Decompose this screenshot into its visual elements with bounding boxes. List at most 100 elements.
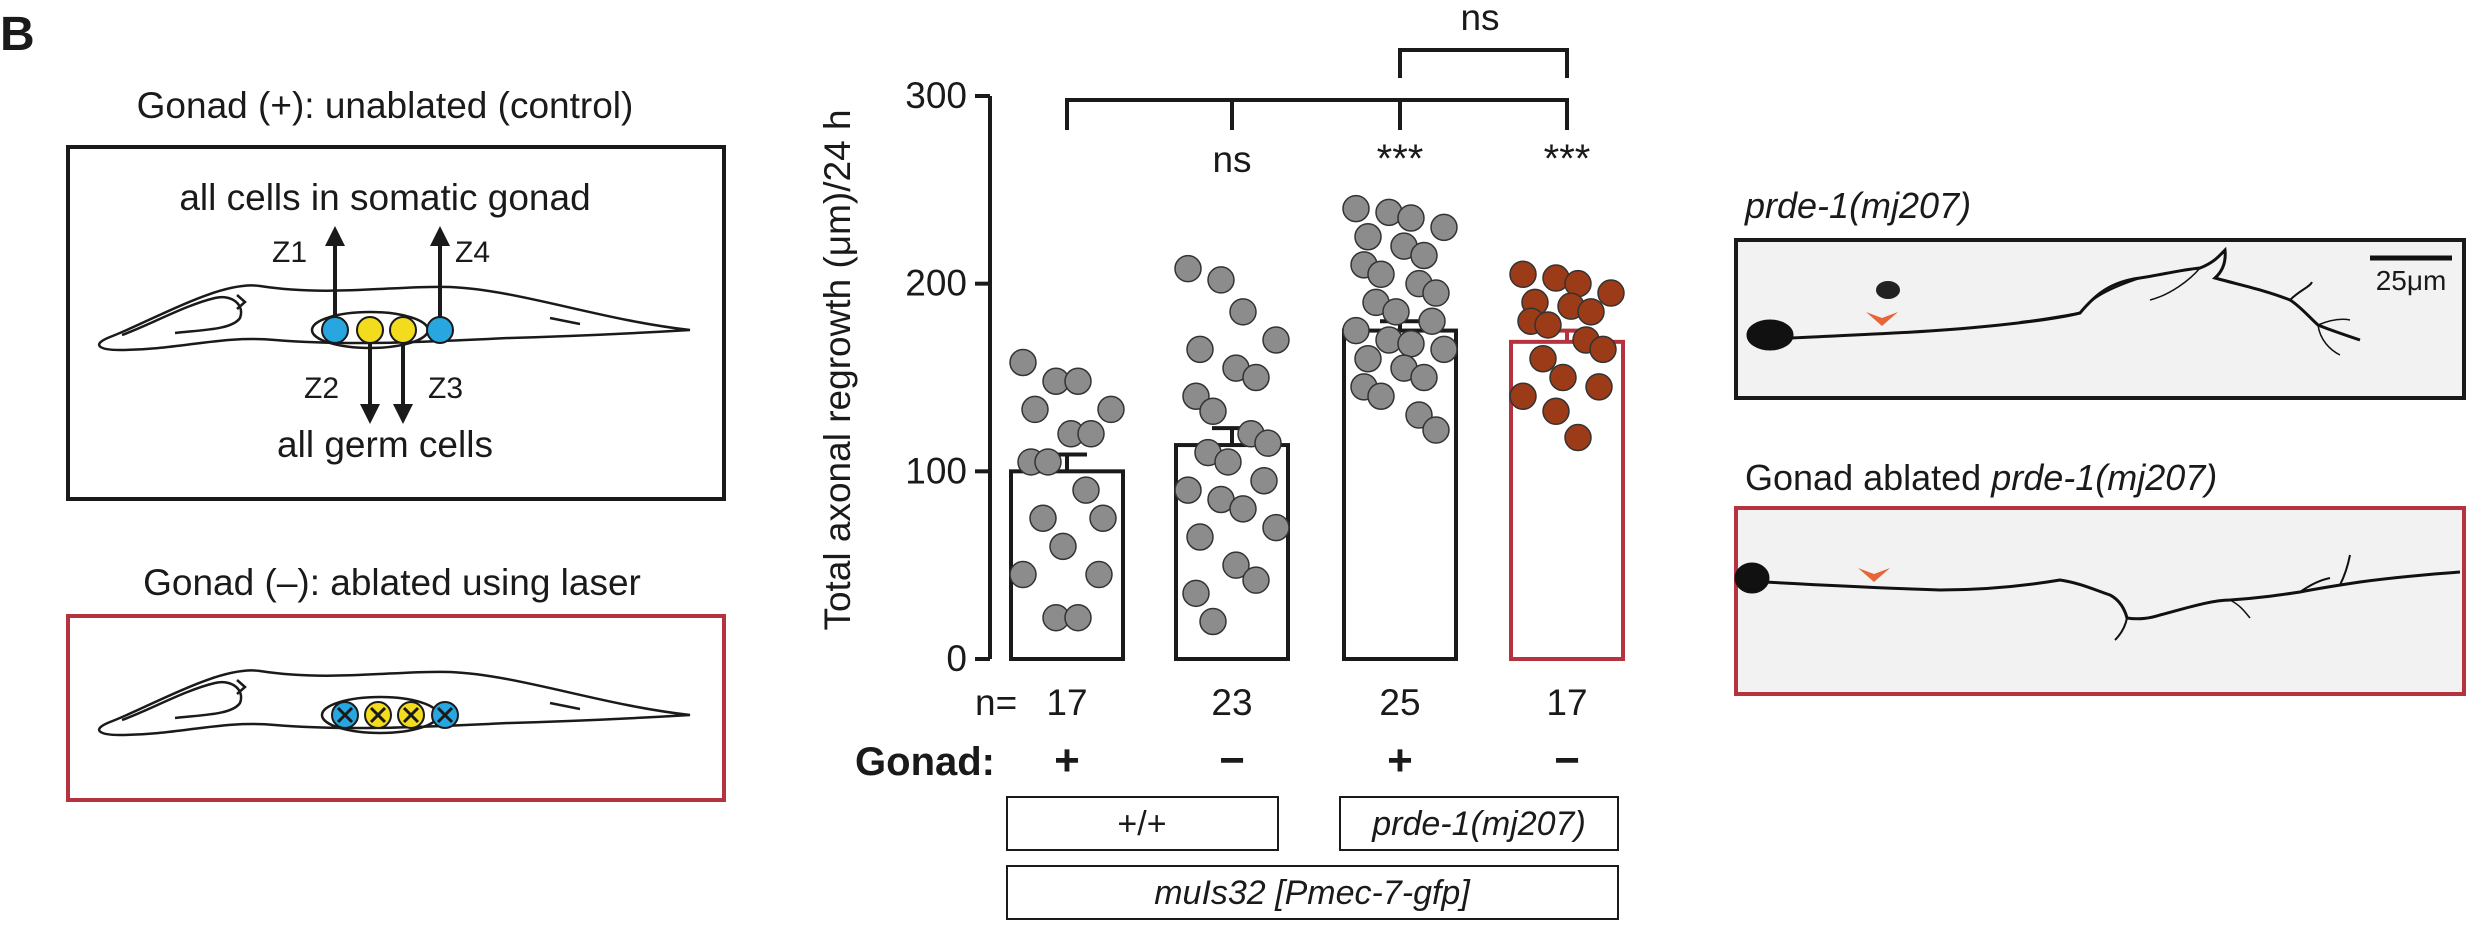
y-ticks: 0 100 200 300 [905, 75, 990, 679]
point-wt_minus [1186, 523, 1214, 551]
n-value-prde_minus: 17 [1546, 682, 1587, 723]
significance-prde_plus: *** [1377, 137, 1424, 181]
point-wt_minus [1242, 363, 1270, 392]
point-wt_minus [1229, 298, 1257, 326]
point-wt_minus [1214, 448, 1242, 476]
point-wt_minus [1199, 607, 1227, 636]
micrograph-bottom-frame [1734, 506, 2466, 696]
significance-prde_minus: *** [1544, 137, 1591, 181]
point-prde_plus [1367, 382, 1395, 411]
point-prde_minus [1509, 382, 1537, 411]
background-label: muIs32 [Pmec-7-gfp] [1154, 874, 1471, 912]
gonad-value-prde_plus: + [1387, 736, 1413, 785]
point-wt_plus [1029, 504, 1057, 532]
gonad-value-prde_minus: − [1554, 736, 1580, 785]
point-wt_minus [1242, 566, 1270, 594]
arrowhead-bottom [1858, 568, 1890, 582]
point-prde_plus [1410, 363, 1438, 392]
z1-label: Z1 [272, 236, 307, 269]
y-tick-label-300: 300 [905, 75, 967, 116]
worm-ablated [97, 669, 691, 737]
gonad-values: + − + − [1054, 736, 1580, 785]
point-wt_plus [1049, 532, 1077, 561]
control-title: Gonad (+): unablated (control) [137, 85, 634, 126]
n-values: 17 23 25 17 [1046, 682, 1587, 723]
error-bars [1047, 319, 1587, 472]
point-wt_plus [1077, 420, 1105, 448]
micrograph-top-label: prde-1(mj207) [1744, 185, 1971, 226]
regrowth-chart: Total axonal regrowth (μm)/24 h 0 100 200 3… [817, 0, 1625, 920]
significance-labels: ns *** *** [1212, 137, 1590, 181]
micrograph-top-neuron [1746, 246, 2361, 356]
panel-label: B [0, 8, 35, 61]
point-wt_minus [1254, 429, 1282, 457]
point-wt_plus [1089, 504, 1117, 532]
germline-cells-control [321, 316, 454, 344]
point-wt_minus [1182, 579, 1210, 608]
z2-label: Z2 [304, 372, 339, 405]
point-prde_minus [1577, 298, 1605, 326]
bracket-ns-label: ns [1460, 0, 1499, 38]
point-prde_plus [1342, 194, 1370, 223]
point-wt_plus [1009, 348, 1037, 377]
point-prde_plus [1418, 307, 1446, 335]
y-tick-label-100: 100 [905, 450, 967, 491]
point-wt_plus [1085, 560, 1113, 589]
point-prde_plus [1410, 241, 1438, 270]
micrograph-bottom-label: Gonad ablated prde-1(mj207) [1745, 457, 2217, 498]
point-prde_plus [1397, 204, 1425, 232]
y-tick-label-200: 200 [905, 263, 967, 304]
point-prde_plus [1367, 260, 1395, 289]
point-wt_plus [1064, 367, 1092, 396]
gonad-label: Gonad: [855, 740, 995, 784]
n-value-prde_plus: 25 [1379, 682, 1420, 723]
z2-cell [356, 316, 384, 344]
point-prde_minus [1534, 311, 1562, 339]
point-prde_minus [1585, 373, 1613, 401]
gonad-value-wt_plus: + [1054, 736, 1080, 785]
lineage-arrows [325, 226, 450, 424]
z1-cell [321, 316, 349, 344]
z3-cell [389, 316, 417, 344]
point-prde_minus [1549, 363, 1577, 392]
gonad-value-wt_minus: − [1219, 736, 1245, 785]
point-prde_plus [1397, 329, 1425, 358]
ablated-title: Gonad (–): ablated using laser [143, 562, 641, 603]
mutant-label: prde-1(mj207) [1371, 805, 1586, 843]
y-axis-label: Total axonal regrowth (μm)/24 h [817, 109, 858, 630]
micrograph-top-frame [1734, 238, 2466, 400]
somatic-gonad-label: all cells in somatic gonad [179, 177, 590, 218]
mutant-box [1339, 796, 1619, 851]
ablation-x-marks [336, 706, 454, 724]
point-wt_minus [1186, 335, 1214, 364]
arrowhead-top [1866, 312, 1898, 326]
point-wt_minus [1262, 513, 1290, 542]
point-wt_minus [1199, 397, 1227, 426]
point-prde_minus [1564, 423, 1592, 452]
scale-bar-label: 25μm [2376, 265, 2447, 296]
point-prde_minus [1529, 344, 1557, 373]
data-points [1009, 194, 1625, 636]
point-prde_minus [1597, 279, 1625, 307]
point-prde_plus [1422, 416, 1450, 444]
ablated-box [66, 614, 726, 802]
y-tick-label-0: 0 [946, 638, 967, 679]
point-prde_plus [1342, 316, 1370, 345]
point-prde_plus [1354, 223, 1382, 251]
comparison-brackets [1065, 48, 1569, 130]
point-wt_minus [1174, 476, 1202, 504]
z4-cell [426, 316, 454, 344]
point-wt_plus [1034, 448, 1062, 476]
point-prde_plus [1430, 213, 1458, 242]
bars [1009, 328, 1625, 662]
wild-type-box [1006, 796, 1279, 851]
germ-cells-label: all germ cells [277, 424, 493, 465]
point-wt_minus [1174, 254, 1202, 283]
point-prde_plus [1382, 298, 1410, 326]
point-wt_minus [1229, 495, 1257, 523]
background-box [1006, 865, 1619, 920]
point-wt_minus [1222, 551, 1250, 579]
point-wt_minus [1207, 266, 1235, 294]
n-value-wt_minus: 23 [1211, 682, 1252, 723]
